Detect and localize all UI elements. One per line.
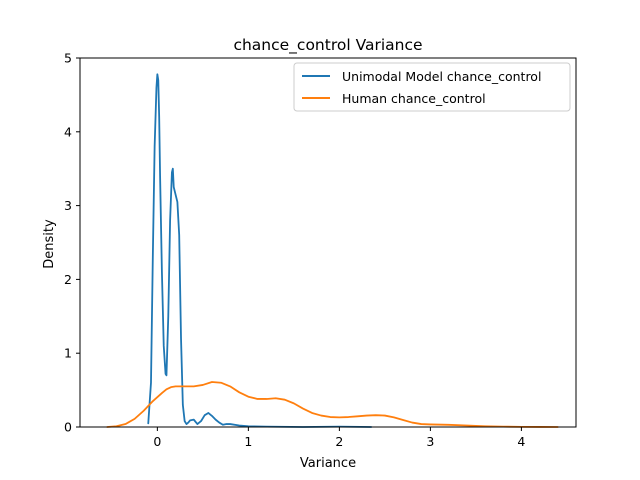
x-tick-label: 2 xyxy=(335,434,343,449)
y-tick-label: 0 xyxy=(64,420,72,435)
y-tick-label: 4 xyxy=(64,124,72,139)
legend: Unimodal Model chance_control Human chan… xyxy=(293,62,571,112)
legend-box xyxy=(293,62,571,112)
plot-area xyxy=(106,73,559,428)
y-axis-label: Density xyxy=(42,219,57,269)
plot-frame xyxy=(79,57,577,428)
y-tick-label: 1 xyxy=(64,346,72,361)
x-tick-label: 0 xyxy=(153,434,161,449)
x-tick-label: 4 xyxy=(517,434,525,449)
legend-label-unimodal: Unimodal Model chance_control xyxy=(342,69,541,84)
x-axis-label: Variance xyxy=(300,456,356,471)
series-line-1 xyxy=(106,381,559,428)
x-tick-label: 3 xyxy=(426,434,434,449)
axes: 0 1 2 3 4 0 1 2 3 4 5 xyxy=(64,51,577,449)
chart-title: chance_control Variance xyxy=(233,36,422,55)
y-tick-label: 2 xyxy=(64,272,72,287)
y-tick-label: 5 xyxy=(64,51,72,66)
series-line-0 xyxy=(147,73,373,428)
x-tick-label: 1 xyxy=(244,434,252,449)
y-tick-label: 3 xyxy=(64,198,72,213)
legend-label-human: Human chance_control xyxy=(342,91,486,106)
